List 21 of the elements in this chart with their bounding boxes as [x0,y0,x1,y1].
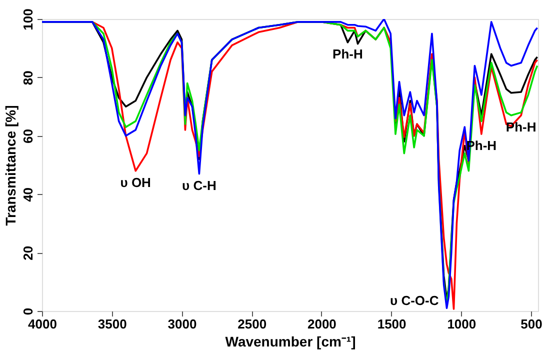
x-tick-label: 4000 [28,316,57,332]
annotation: Ph-H [332,46,363,62]
x-tick-label: 2000 [307,316,336,332]
annotation: Ph-H [506,119,536,134]
x-tick-label: 3500 [98,316,127,332]
x-tick-label: 2500 [238,316,267,332]
annotation: υ C-H [182,178,216,193]
annotation: υ C-O-C [390,293,440,308]
annotation: υ OH [120,174,151,190]
x-tick-label: 1000 [447,316,476,332]
y-tick-label: 40 [20,187,36,202]
y-tick-label: 80 [20,70,36,86]
x-tick-label: 500 [520,316,542,332]
x-tick-label: 1500 [377,316,406,332]
y-tick-label: 60 [20,129,36,144]
x-tick-label: 3000 [168,316,197,332]
y-axis-title: Transmittance [%] [2,105,18,226]
x-axis-title: Wavenumber [cm⁻¹] [225,334,356,350]
y-tick-label: 20 [20,246,36,260]
y-tick-label: 0 [20,308,36,316]
y-tick-label: 100 [20,8,36,30]
